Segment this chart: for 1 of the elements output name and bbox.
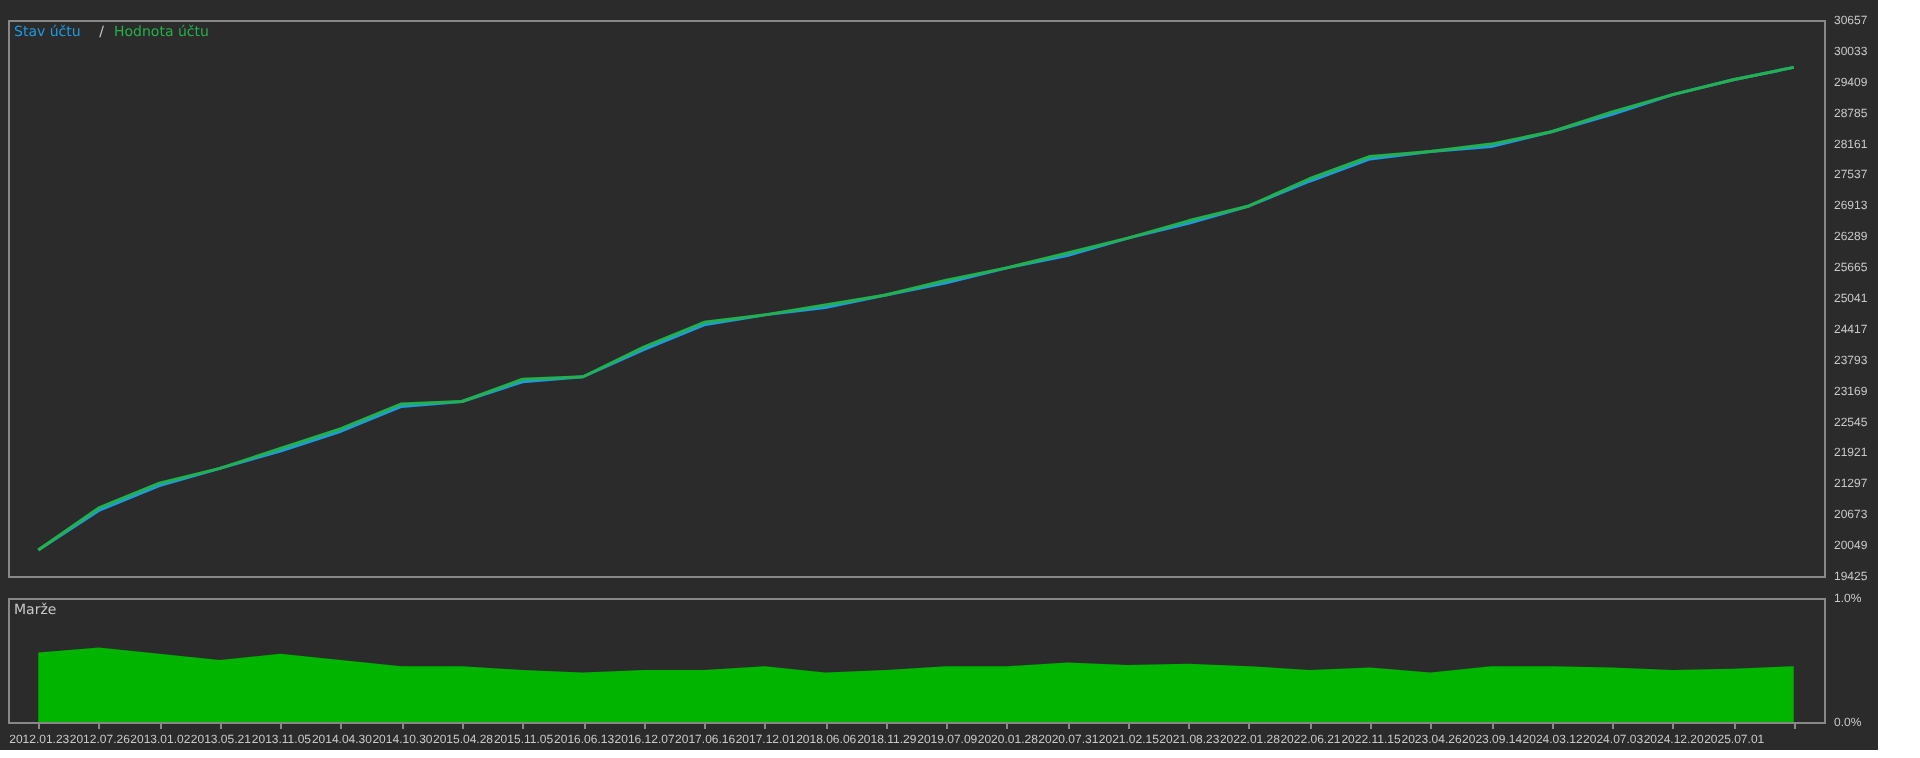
line-series <box>36 65 1796 552</box>
